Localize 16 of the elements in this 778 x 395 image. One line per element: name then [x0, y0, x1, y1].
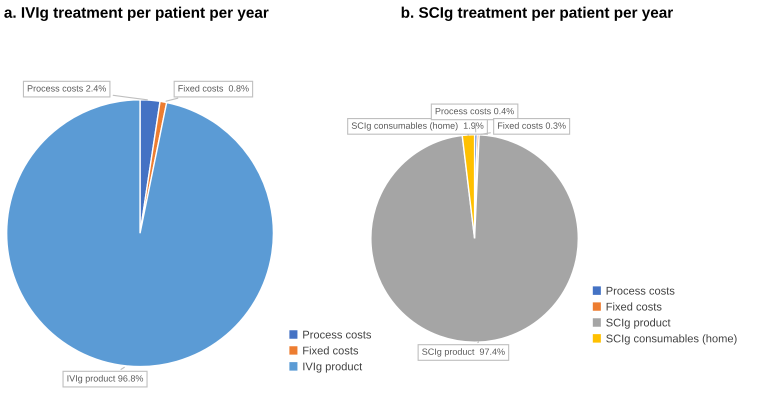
legend-label: SCIg product	[606, 318, 670, 329]
legend-label: Fixed costs	[606, 302, 662, 311]
data-label: IVIg product 96.8%	[67, 374, 144, 384]
data-label: Process costs 0.4%	[436, 108, 514, 114]
data-label: SCIg product 97.4%	[422, 348, 505, 357]
chart-title: a. IVIg treatment per patient per year	[4, 6, 269, 21]
data-label: Fixed costs 0.8%	[178, 84, 249, 92]
legend-label: Process costs	[303, 330, 372, 339]
legend-label: Fixed costs	[303, 346, 358, 354]
legend-label: SCIg consumables (home)	[606, 334, 737, 345]
chart-title: b. SCIg treatment per patient per year	[402, 6, 673, 21]
data-label: SCIg consumables (home) 1.9%	[352, 122, 484, 131]
data-label: Process costs 2.4%	[28, 85, 106, 92]
legend-label: IVIg product	[303, 362, 362, 373]
legend-label: Process costs	[606, 286, 674, 295]
data-label: Fixed costs 0.3%	[498, 122, 566, 129]
